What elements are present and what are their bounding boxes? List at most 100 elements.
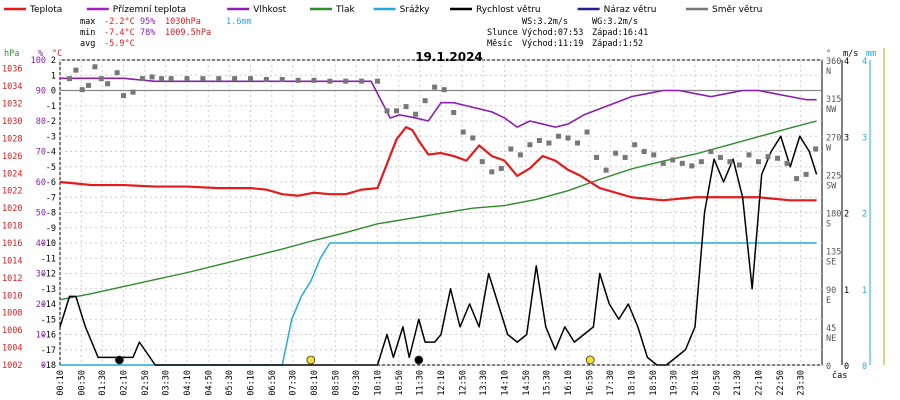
stats-min-humidity: 78% [140,28,155,38]
stats-max-temp: -2.2°C [104,17,135,27]
mm-tick-label: 2 [862,210,867,220]
pct-axis-unit: % [38,49,43,59]
x-tick-label: 18:50 [649,370,659,396]
mm-tick-label: 3 [862,133,867,143]
x-tick-label: 22:10 [755,370,765,396]
x-tick-label: 04:10 [183,370,193,396]
temp-tick-label: -17 [41,346,56,356]
x-tick-label: 02:10 [120,370,130,396]
hpa-tick-label: 1030 [2,117,22,127]
wind-direction-point [555,133,561,139]
x-tick-label: 12:50 [458,370,468,396]
stats-max-label: max [80,17,95,27]
wind-direction-point [536,137,542,143]
wind-direction-point [327,78,333,84]
legend-label: Teplota [29,5,62,15]
dir-compass-label: NW [826,105,837,115]
dir-tick-label: 270 [826,133,841,143]
wind-direction-point [736,162,742,168]
x-tick-label: 20:10 [691,370,701,396]
wind-direction-point [527,142,533,148]
x-tick-label: 15:30 [543,370,553,396]
info-sunset: Západ:16:41 [592,28,648,38]
temp-tick-label: -10 [41,239,56,249]
dir-tick-label: 225 [826,171,841,181]
wind-direction-point [756,159,761,165]
wind-direction-point [632,142,638,148]
ms-tick-label: 2 [844,210,849,220]
wind-direction-point [92,64,98,70]
wind-direction-point [784,160,790,166]
dir-compass-label: S [826,220,831,230]
dir-tick-label: 135 [826,248,841,258]
dir-tick-label: 90 [826,286,836,296]
legend-item: Teplota [4,5,62,15]
wind-direction-point [413,111,419,117]
legend-item: Rychlost větru [450,5,541,15]
x-tick-label: 17:30 [606,370,616,396]
temp-tick-label: -3 [46,132,56,142]
wind-direction-point [375,78,380,84]
wind-direction-point [498,165,504,171]
wind-direction-point [422,98,428,104]
wind-direction-point [140,76,146,82]
info-ws: WS:3.2m/s [522,17,568,27]
wind-direction-point [727,159,733,165]
x-tick-label: 06:10 [247,370,257,396]
pct-tick-label: 80 [36,117,46,127]
hpa-tick-label: 1014 [2,256,22,266]
legend-label: Srážky [400,5,431,15]
temp-tick-label: -4 [46,148,56,158]
wind-direction-point [295,77,301,83]
wind-direction-point [813,146,819,152]
wind-direction-point [775,155,781,161]
pct-tick-label: 30 [36,270,46,280]
legend-item: Přízemní teplota [86,5,186,15]
temp-tick-label: -18 [41,361,56,371]
x-tick-label: 08:50 [331,370,341,396]
hpa-tick-label: 1026 [2,152,22,162]
moonset-marker [114,355,124,365]
legend-item: Vlhkost [227,5,287,15]
wind-direction-point [114,70,120,76]
wind-direction-point [451,110,457,116]
wind-direction-point [746,152,752,158]
pct-tick-label: 0 [41,361,46,371]
x-tick-label: 19:30 [670,370,680,396]
wind-direction-point [479,159,485,165]
wind-direction-point [765,154,771,160]
dir-tick-label: 360 [826,57,841,67]
wind-direction-point [670,157,676,163]
x-tick-label: 09:30 [352,370,362,396]
wind-direction-point [403,104,409,110]
wind-direction-point [565,135,571,141]
stats-max-rain: 1.6mm [226,17,252,27]
wind-direction-point [359,78,365,84]
temp-tick-label: -6 [46,178,56,188]
pct-tick-label: 40 [36,239,46,249]
temp-tick-label: -14 [41,300,56,310]
temp-tick-label: -15 [41,315,56,325]
temp-axis-unit: °C [52,49,62,59]
temp-tick-label: -2 [46,117,56,127]
temp-tick-label: 2 [51,56,56,66]
x-tick-label: 14:50 [522,370,532,396]
wind-direction-point [546,140,552,146]
x-tick-label: 10:10 [374,370,384,396]
ms-tick-label: 0 [844,362,849,372]
temp-tick-label: -7 [46,193,56,203]
mm-tick-label: 0 [862,362,867,372]
info-moonset: Západ:1:52 [592,39,643,49]
dir-tick-label: 180 [826,210,841,220]
wind-direction-point [73,67,79,73]
hpa-tick-label: 1018 [2,222,22,232]
wind-direction-point [689,163,695,169]
wind-direction-point [311,77,317,83]
x-tick-label: 16:10 [564,370,574,396]
wind-direction-point [279,76,285,82]
wind-direction-point [460,129,466,135]
x-tick-label: 00:50 [77,370,87,396]
temp-tick-label: -13 [41,285,56,295]
